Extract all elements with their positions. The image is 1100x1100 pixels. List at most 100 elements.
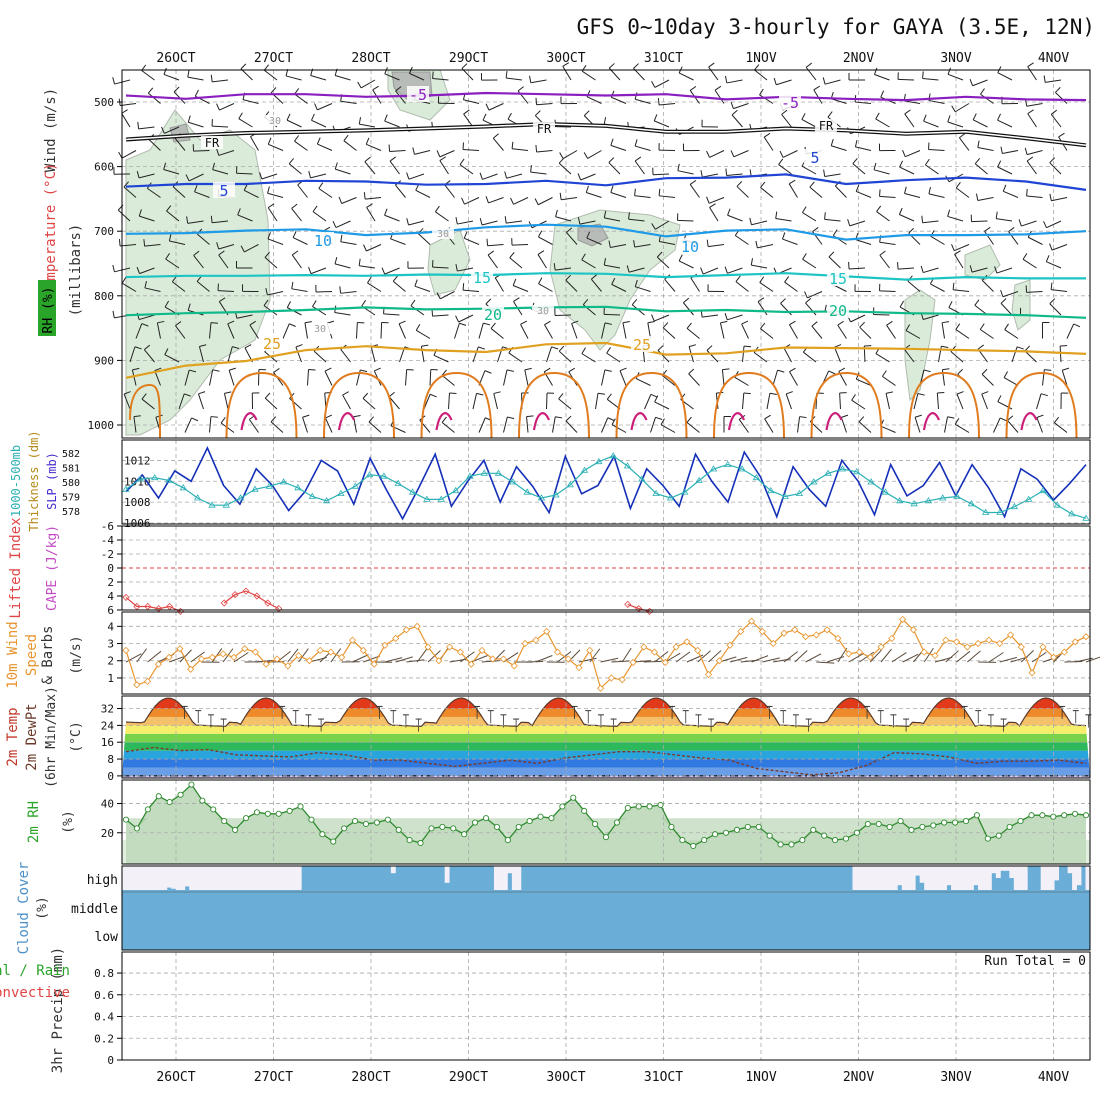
y-tick-label: 0.8 [94,967,114,980]
wind10m-marker [769,639,777,648]
high-cloud-gap [910,866,916,890]
wind-barb [526,416,529,433]
wind-barb [954,254,964,269]
wind-barb [410,305,425,316]
wind-barb [509,257,523,269]
wind-barb [294,140,308,151]
wind-barb [1054,422,1068,433]
wind-barb [398,323,406,339]
wind-barb [289,398,302,410]
wind-barb [506,77,523,81]
wind-barb-flag [628,212,630,220]
wind-barb [174,137,186,151]
high-cloud-gap [861,866,867,890]
rh-marker [166,799,173,806]
wind-barb [366,244,382,252]
wind10m-marker [704,670,713,679]
wind-barb [227,323,235,339]
wind-barb [340,241,357,245]
wind-barb [312,211,327,222]
wind-barb-flag [1036,414,1044,418]
wind-barb [922,77,939,81]
wind-barb-flag [406,369,414,371]
run-total-bg [975,952,1090,968]
rh-marker [352,818,359,825]
wind10m-barb [611,660,630,663]
wind-barb [291,254,302,269]
wind-barb [708,66,719,81]
wind-barb [734,376,749,386]
wind10m-marker [780,629,788,637]
wind-barb-flag [361,300,367,307]
wind10m-marker [284,662,292,670]
wind-barb-flag [112,264,115,272]
high-cloud-gap [942,866,947,890]
slp-line [125,445,1087,521]
wind-barb [834,185,847,198]
lifted-index-line [223,590,279,610]
wind10m-barb [233,652,249,663]
wind-barb-flag [1044,369,1052,371]
wind-barb-flag [923,114,927,122]
wind-barb-flag [775,211,778,219]
wind-barb [463,289,480,292]
wind-barb-flag [143,239,146,247]
wind-barb-flag [193,250,200,256]
wind-barb [546,392,548,410]
wind-barb-flag [763,132,771,138]
wind-barb-flag [999,417,1007,422]
wind-barb-flag [194,185,198,192]
wind-barb [139,267,155,275]
high-cloud-gap [225,866,230,890]
wind-barb-flag [586,231,591,239]
wind-barb [644,394,652,410]
rh-marker [581,807,588,814]
wind-barb-flag [187,70,190,78]
wind10m-marker [1039,643,1047,651]
wind-barb [457,267,474,272]
high-cloud-gap [493,866,499,890]
contour-label-bg [201,136,223,149]
wind-barb [267,238,284,245]
wind-barb-flag [689,85,697,91]
wind-barb-flag [288,158,295,165]
wind-barb [561,197,578,201]
wind-barb [384,73,400,81]
wind10m-marker [996,639,1004,648]
wind-barb-flag [191,417,199,422]
wind10m-marker [985,636,993,644]
label-convective: Convective [0,985,70,1001]
lifted-index-marker [231,591,239,599]
wind-barb [163,168,180,175]
wind-barb-flag [487,250,495,256]
rh-marker [450,825,457,832]
wind10m-marker [359,646,367,654]
wind-barb [1026,150,1043,156]
wind-barb [590,278,602,292]
wind-barb-flag [898,207,903,215]
x-tick-label-bottom: 31OCT [644,1070,683,1085]
wind-barb [664,278,676,292]
wind-barb [364,161,376,175]
wind-barb [809,186,823,198]
rh-marker [962,818,970,825]
wind-barb [294,93,308,104]
rh-marker [657,801,664,809]
rh-marker [242,815,250,822]
wind-barb-flag [886,320,893,326]
wind-barb [490,328,504,339]
thickness-marker [1067,510,1076,517]
rh-area-mid [126,818,1086,846]
wind-barb [856,190,872,198]
contour-label: 20 [829,302,847,320]
wind-barb [1024,350,1037,363]
wind-barb [781,114,792,128]
wind-barb [366,207,376,222]
wind-barb [370,346,376,363]
wind-barb-flag [611,418,616,425]
wind-barb [780,303,792,316]
wind-barb-flag [650,393,658,398]
wind-barb-flag [459,322,467,326]
x-axis-layer: 26OCT26OCT27OCT27OCT28OCT28OCT29OCT29OCT… [156,51,1069,1085]
wind-barb-flag [904,109,911,115]
